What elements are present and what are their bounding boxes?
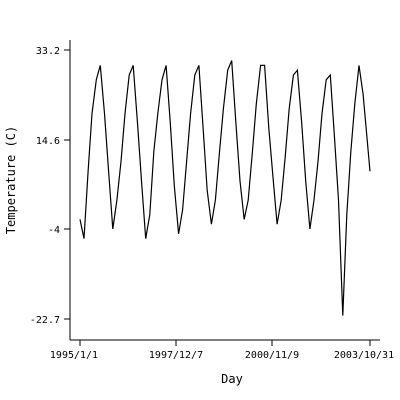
- y-tick-label: -4: [48, 225, 60, 236]
- temperature-series-line: [79, 60, 371, 316]
- x-axis-title: Day: [221, 372, 243, 386]
- x-tick-label: 1995/1/1: [50, 350, 98, 361]
- y-tick-label: 33.2: [36, 46, 60, 57]
- x-tick-label: 1997/12/7: [149, 350, 203, 361]
- y-axis-title: Temperature (C): [4, 126, 18, 234]
- x-tick-label: 2003/10/31: [334, 350, 394, 361]
- y-tick-label: -22.7: [30, 315, 60, 326]
- x-tick-label: 2000/11/9: [245, 350, 299, 361]
- y-tick-label: 14.6: [36, 136, 60, 147]
